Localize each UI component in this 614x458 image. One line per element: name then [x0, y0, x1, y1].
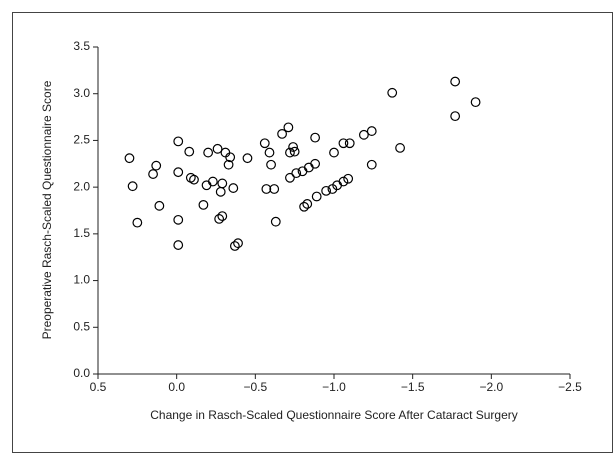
point: [264, 147, 275, 158]
point: [338, 138, 349, 149]
point: [285, 172, 295, 183]
point: [450, 111, 461, 122]
point: [127, 181, 138, 192]
point: [189, 174, 199, 185]
x-tick-label: 0.0: [168, 380, 185, 394]
point: [291, 168, 302, 179]
point: [225, 152, 236, 163]
point: [358, 129, 369, 140]
y-tick-label: 2.5: [73, 133, 90, 147]
point: [198, 199, 209, 210]
point: [259, 138, 270, 149]
point: [228, 183, 239, 193]
point: [173, 136, 184, 147]
point: [220, 147, 231, 158]
point: [148, 169, 158, 179]
point: [344, 138, 355, 149]
point: [470, 97, 481, 108]
x-tick-label: −2.0: [479, 380, 503, 394]
y-axis-label: Preoperative Rasch-Scaled Questionnaire …: [40, 80, 54, 339]
point: [299, 201, 310, 212]
point: [283, 122, 294, 133]
point: [310, 158, 321, 169]
point: [366, 126, 377, 136]
point: [214, 214, 225, 224]
x-tick-label: 0.5: [90, 380, 107, 394]
x-axis-label: Change in Rasch-Scaled Questionnaire Sco…: [150, 408, 518, 422]
point: [289, 146, 300, 157]
y-tick-label: 0.0: [73, 366, 90, 380]
point: [302, 199, 313, 209]
x-tick-label: −1.5: [401, 380, 425, 394]
point: [450, 76, 461, 87]
point: [201, 180, 212, 191]
point: [261, 184, 272, 194]
point: [387, 87, 398, 98]
point: [321, 185, 332, 196]
y-tick-label: 2.0: [73, 179, 90, 193]
x-tick-label: −0.5: [243, 380, 267, 394]
y-tick-label: 0.5: [73, 319, 90, 333]
point: [303, 162, 314, 173]
x-tick-label: −2.5: [558, 380, 582, 394]
point: [203, 147, 214, 158]
point: [173, 240, 184, 250]
point: [229, 241, 240, 251]
y-tick-label: 3.5: [73, 39, 90, 53]
point: [310, 132, 321, 143]
point: [173, 214, 184, 225]
point: [266, 159, 276, 170]
point: [288, 142, 298, 152]
point: [242, 153, 253, 164]
point: [207, 176, 218, 187]
point: [173, 167, 184, 178]
point: [311, 191, 322, 202]
point: [270, 216, 281, 227]
y-tick-label: 1.0: [73, 273, 90, 287]
point: [329, 147, 339, 158]
point: [366, 159, 377, 170]
point: [215, 186, 226, 197]
point: [277, 128, 287, 139]
x-tick-label: −1.0: [322, 380, 346, 394]
point: [233, 238, 243, 249]
point: [217, 211, 228, 222]
point: [343, 173, 354, 184]
point: [154, 200, 165, 211]
point: [184, 146, 195, 157]
y-tick-label: 1.5: [73, 226, 90, 240]
point: [217, 178, 228, 189]
point: [269, 184, 280, 194]
point: [338, 176, 349, 187]
point: [285, 147, 295, 158]
point: [223, 159, 234, 170]
y-tick-label: 3.0: [73, 86, 90, 100]
point: [124, 153, 135, 164]
point: [212, 143, 223, 154]
point: [395, 143, 405, 153]
point: [132, 217, 143, 228]
point: [151, 160, 162, 171]
